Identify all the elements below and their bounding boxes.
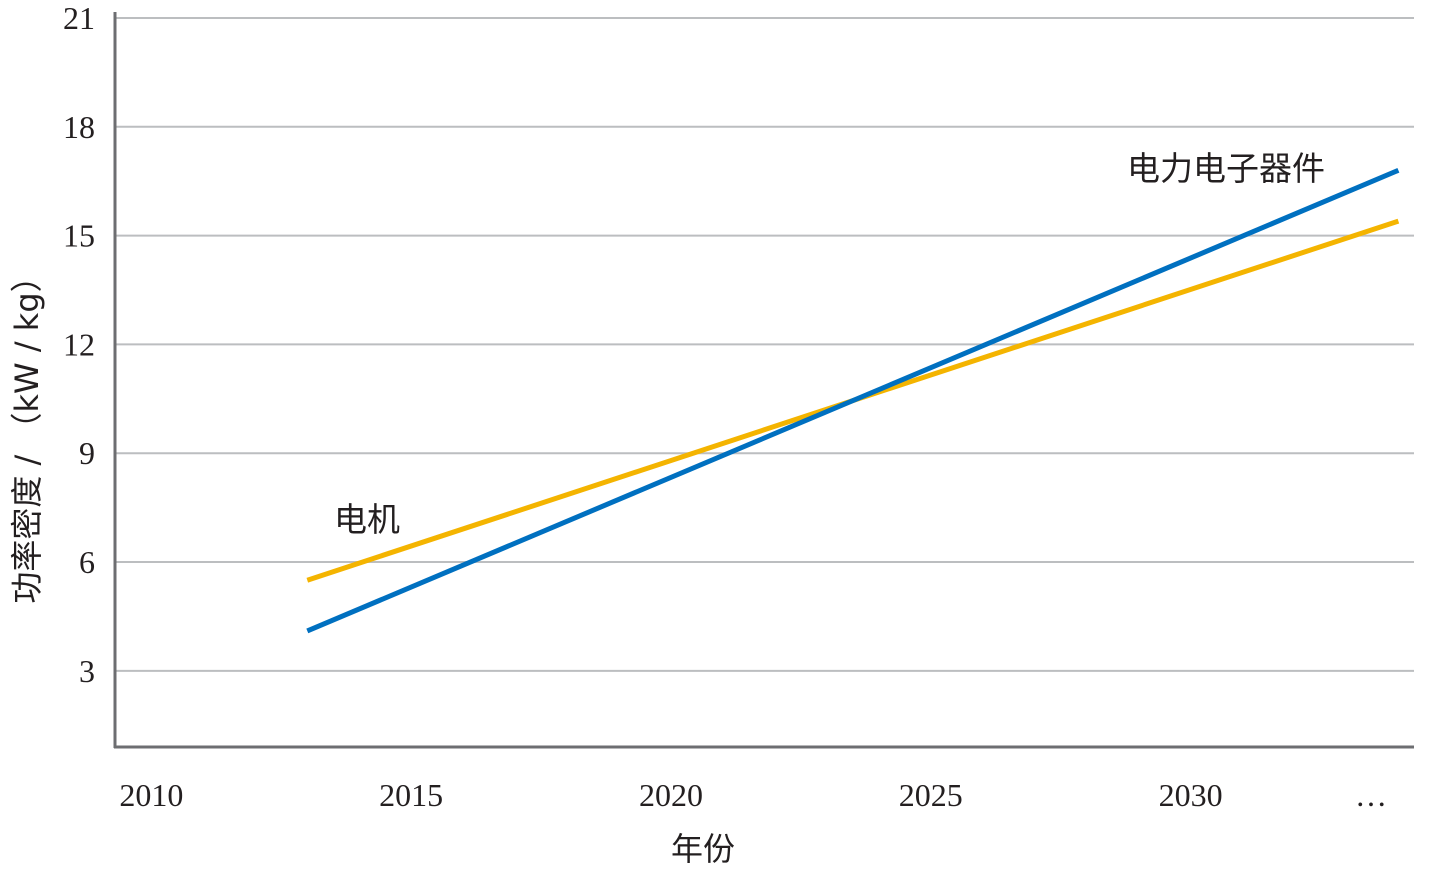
x-axis-title: 年份 (671, 830, 735, 868)
x-tick-label: 2020 (639, 777, 703, 813)
y-axis-ticks: 3 6 9 12 15 18 21 (63, 0, 95, 689)
y-axis-title: 功率密度 / （kW / kg） (8, 260, 46, 603)
x-tick-label: … (1355, 777, 1387, 813)
y-tick-label: 12 (63, 326, 95, 362)
y-tick-label: 9 (79, 435, 95, 471)
x-axis-ticks: 2010 2015 2020 2025 2030 … (119, 777, 1387, 813)
y-tick-label: 18 (63, 109, 95, 145)
series-label-motor: 电机 (334, 500, 400, 539)
series-label-power-electronics: 电力电子器件 (1127, 149, 1325, 188)
x-tick-label: 2030 (1159, 777, 1223, 813)
x-tick-label: 2025 (899, 777, 963, 813)
y-tick-label: 3 (79, 653, 95, 689)
series-line-power-electronics (306, 167, 1400, 634)
grid-lines (115, 17, 1414, 672)
x-tick-label: 2010 (119, 777, 183, 813)
series-lines (306, 167, 1400, 634)
x-tick-label: 2015 (379, 777, 443, 813)
y-tick-label: 15 (63, 218, 95, 254)
y-tick-label: 6 (79, 544, 95, 580)
y-tick-label: 21 (63, 0, 95, 36)
